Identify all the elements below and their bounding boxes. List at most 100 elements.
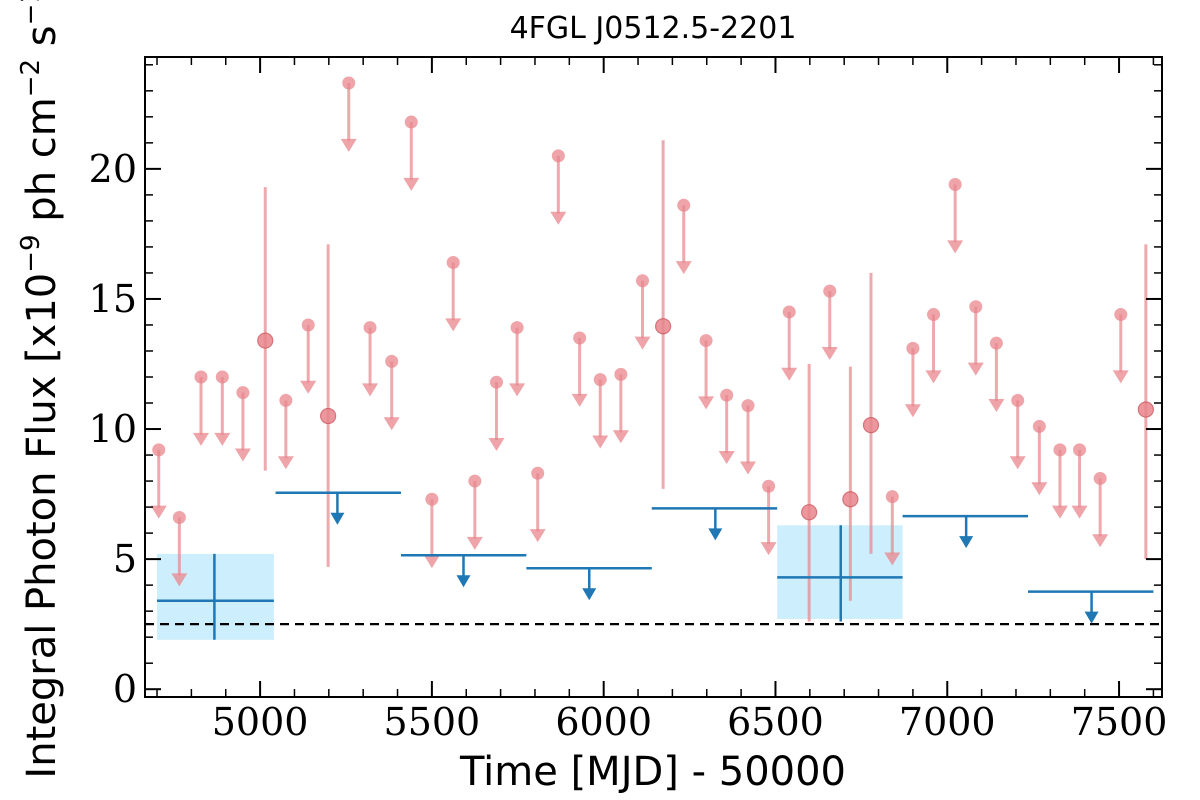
fine-ul-arrow-3 (214, 432, 231, 446)
fine-ul-point-28 (823, 284, 837, 298)
fine-ul-arrow-33 (967, 362, 984, 376)
fine-ul-arrow-25 (739, 461, 756, 475)
fine-det-point-6 (1137, 401, 1154, 418)
fine-ul-point-35 (1011, 393, 1025, 407)
fine-ul-point-22 (677, 198, 691, 212)
fine-ul-point-1 (172, 510, 186, 524)
fine-ul-point-25 (741, 399, 755, 413)
fine-ul-point-31 (927, 308, 941, 322)
fine-det-point-5 (862, 417, 880, 434)
y-tick-label-10: 10 (89, 407, 137, 451)
fine-ul-point-16 (531, 466, 545, 480)
fine-ul-point-7 (342, 76, 356, 90)
fine-ul-arrow-22 (675, 261, 692, 275)
fine-ul-point-39 (1093, 471, 1107, 485)
coarse-ul-arrow-4 (959, 536, 974, 549)
y-tick-label-5: 5 (113, 537, 137, 581)
y-tick-label-15: 15 (89, 277, 137, 321)
fine-det-point-1 (320, 407, 337, 425)
fine-ul-arrow-20 (612, 430, 629, 444)
y-axis-label-mid2: s (19, 25, 65, 59)
y-axis-label-exp2: −2 (16, 59, 46, 97)
fine-det-point-3 (801, 504, 818, 521)
x-tick-label-5000: 5000 (212, 700, 309, 744)
x-tick-label-7500: 7500 (1071, 700, 1168, 744)
fine-ul-point-27 (782, 305, 796, 319)
fine-ul-arrow-16 (529, 529, 546, 543)
fine-ul-point-8 (363, 321, 377, 335)
plot-frame (144, 56, 1163, 698)
data-marks (145, 76, 1162, 640)
fine-ul-point-37 (1053, 443, 1067, 457)
fine-det-point-4 (842, 491, 859, 508)
y-axis-label: Integral Photon Flux [x10−9 ph cm−2 s−1] (16, 0, 65, 779)
fine-ul-arrow-24 (718, 451, 735, 465)
fine-ul-arrow-32 (947, 240, 964, 254)
fine-ul-arrow-21 (634, 336, 651, 350)
fine-ul-arrow-2 (193, 432, 210, 446)
fine-ul-point-40 (1114, 308, 1128, 322)
fine-ul-point-19 (593, 373, 607, 387)
fine-ul-arrow-4 (234, 448, 251, 462)
fine-ul-arrow-8 (362, 383, 379, 397)
x-axis-ticks: 5000 5500 6000 6500 7000 7500 (156, 57, 1168, 744)
fine-ul-point-34 (989, 336, 1003, 350)
x-tick-label-7000: 7000 (899, 700, 996, 744)
fine-ul-point-29 (885, 490, 899, 504)
fine-ul-point-23 (699, 334, 713, 348)
coarse-ul-arrow-0 (330, 512, 345, 525)
fine-det-point-0 (257, 332, 274, 349)
fine-ul-point-5 (279, 393, 293, 407)
fine-ul-arrow-30 (904, 404, 921, 418)
chart-title: 4FGL J0512.5-2201 (510, 11, 797, 46)
fine-ul-arrow-11 (423, 555, 440, 569)
fine-ul-arrow-19 (592, 435, 609, 449)
x-tick-label-6000: 6000 (555, 700, 652, 744)
fine-ul-arrow-40 (1112, 370, 1129, 384)
fine-ul-point-9 (385, 354, 399, 368)
y-axis-label-exp3: −1 (16, 0, 46, 25)
fine-det-point-2 (655, 318, 672, 335)
y-axis-label-mid: ph cm (19, 97, 65, 234)
fine-ul-point-20 (614, 367, 628, 381)
coarse-ul-arrow-3 (708, 528, 723, 541)
fine-ul-point-21 (636, 274, 650, 288)
fine-ul-arrow-26 (760, 542, 777, 556)
fine-ul-point-0 (152, 443, 166, 457)
fine-ul-point-6 (301, 318, 315, 332)
fine-ul-point-4 (236, 386, 250, 400)
fine-ul-point-33 (969, 300, 983, 314)
fine-ul-arrow-38 (1071, 505, 1088, 519)
y-axis-label-main: Integral Photon Flux [x10 (19, 273, 65, 779)
fine-ul-arrow-14 (488, 438, 505, 452)
fine-ul-arrow-6 (300, 380, 317, 394)
fine-ul-point-38 (1073, 443, 1087, 457)
x-axis-label: Time [MJD] - 50000 (459, 749, 846, 795)
fine-ul-arrow-5 (277, 456, 294, 470)
fine-ul-point-10 (404, 115, 418, 129)
fine-ul-arrow-13 (466, 536, 483, 550)
fine-ul-arrow-17 (550, 211, 567, 225)
y-axis-label-exp1: −9 (16, 234, 46, 272)
coarse-ul-arrow-1 (456, 575, 471, 588)
fine-ul-arrow-0 (150, 505, 167, 519)
fine-ul-point-30 (906, 341, 920, 355)
fine-ul-arrow-15 (509, 383, 526, 397)
x-tick-label-5500: 5500 (384, 700, 481, 744)
fine-ul-arrow-36 (1031, 482, 1048, 496)
fine-ul-arrow-1 (171, 573, 188, 587)
fine-ul-point-36 (1032, 419, 1046, 433)
fine-ul-point-12 (446, 256, 460, 270)
coarse-ul-arrow-5 (1084, 611, 1099, 624)
fine-ul-arrow-12 (445, 318, 462, 332)
fine-ul-point-14 (489, 375, 503, 389)
fine-ul-arrow-7 (340, 138, 357, 152)
fine-ul-arrow-27 (781, 367, 798, 381)
fine-ul-arrow-28 (821, 346, 838, 360)
fine-ul-arrow-10 (403, 177, 420, 191)
fine-ul-arrow-35 (1009, 456, 1026, 470)
fine-ul-point-3 (215, 370, 229, 384)
fine-ul-arrow-39 (1092, 534, 1109, 548)
fine-ul-arrow-37 (1051, 505, 1068, 519)
